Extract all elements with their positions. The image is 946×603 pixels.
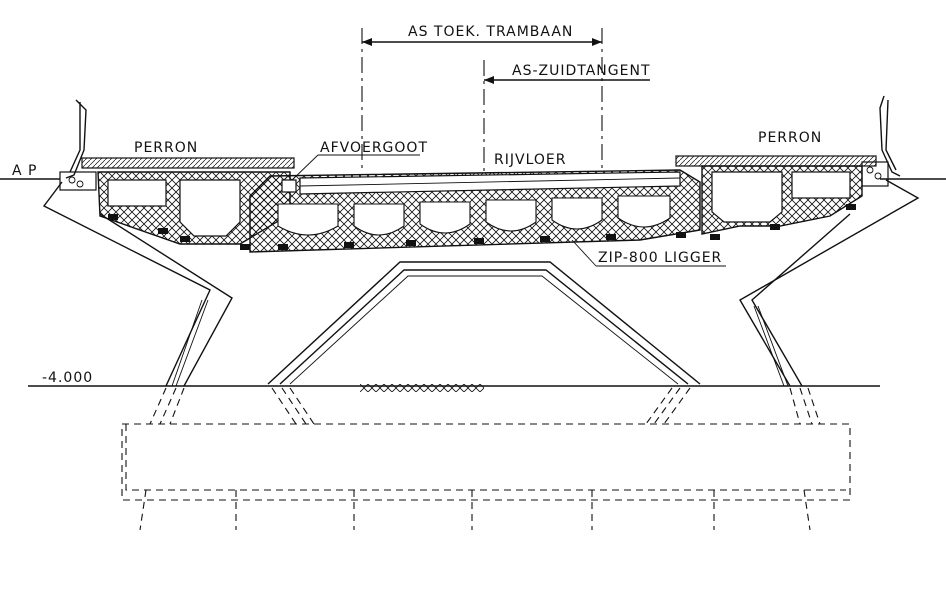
zip-ligger-label: ZIP-800 LIGGER <box>598 250 722 266</box>
trambaan-axis <box>361 28 603 172</box>
bearings <box>108 204 856 250</box>
central-deck <box>249 169 701 253</box>
right-perron <box>675 95 901 235</box>
as-zuidtangent-label: AS-ZUIDTANGENT <box>512 63 651 79</box>
perron-right-label: PERRON <box>758 130 822 146</box>
rijvloer-label: RIJVLOER <box>494 152 566 168</box>
left-perron <box>59 99 295 245</box>
level-4000-label: -4.000 <box>42 370 93 386</box>
afvoergoot-label: AFVOERGOOT <box>320 140 428 156</box>
perron-left-label: PERRON <box>134 140 198 156</box>
substructure <box>42 179 920 392</box>
as-toek-trambaan-label: AS TOEK. TRAMBAAN <box>408 24 573 40</box>
foundation <box>121 387 851 531</box>
zuidtangent-axis <box>483 60 650 172</box>
ap-label: A P <box>12 163 37 179</box>
